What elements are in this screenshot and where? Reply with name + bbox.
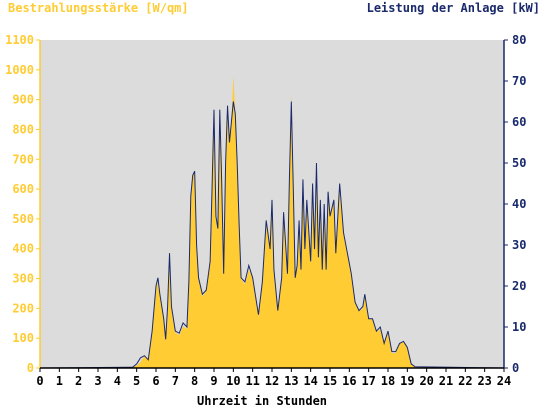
right-tick-label: 70 bbox=[512, 74, 526, 88]
irradiance-area bbox=[40, 75, 504, 368]
left-tick-label: 600 bbox=[12, 182, 34, 196]
x-tick-label: 24 bbox=[497, 374, 511, 388]
right-tick-label: 60 bbox=[512, 115, 526, 129]
x-tick-label: 1 bbox=[56, 374, 63, 388]
x-tick-label: 22 bbox=[458, 374, 472, 388]
x-tick-label: 21 bbox=[439, 374, 453, 388]
x-tick-label: 2 bbox=[75, 374, 82, 388]
left-tick-label: 700 bbox=[12, 152, 34, 166]
left-tick-label: 1100 bbox=[5, 33, 34, 47]
right-tick-label: 10 bbox=[512, 320, 526, 334]
x-tick-label: 6 bbox=[152, 374, 159, 388]
right-tick-label: 20 bbox=[512, 279, 526, 293]
left-tick-label: 800 bbox=[12, 122, 34, 136]
x-tick-label: 9 bbox=[210, 374, 217, 388]
x-tick-label: 20 bbox=[419, 374, 433, 388]
left-tick-label: 900 bbox=[12, 93, 34, 107]
x-tick-label: 11 bbox=[245, 374, 259, 388]
x-tick-label: 19 bbox=[400, 374, 414, 388]
left-tick-label: 300 bbox=[12, 272, 34, 286]
x-axis-label: Uhrzeit in Stunden bbox=[197, 394, 327, 408]
right-tick-label: 50 bbox=[512, 156, 526, 170]
left-axis-title: Bestrahlungsstärke [W/qm] bbox=[8, 1, 189, 15]
x-tick-label: 23 bbox=[477, 374, 491, 388]
x-tick-label: 16 bbox=[342, 374, 356, 388]
left-tick-label: 200 bbox=[12, 301, 34, 315]
left-tick-label: 0 bbox=[27, 361, 34, 375]
x-tick-label: 4 bbox=[114, 374, 121, 388]
right-tick-label: 0 bbox=[512, 361, 519, 375]
x-tick-label: 10 bbox=[226, 374, 240, 388]
x-tick-label: 17 bbox=[361, 374, 375, 388]
x-tick-label: 0 bbox=[36, 374, 43, 388]
right-axis-ticks: 0 10 20 30 40 50 60 70 80 bbox=[504, 33, 526, 375]
x-tick-label: 14 bbox=[303, 374, 317, 388]
right-axis-title: Leistung der Anlage [kW] bbox=[367, 1, 540, 15]
x-tick-label: 3 bbox=[94, 374, 101, 388]
right-tick-label: 30 bbox=[512, 238, 526, 252]
left-tick-label: 100 bbox=[12, 331, 34, 345]
left-tick-label: 500 bbox=[12, 212, 34, 226]
left-tick-label: 1000 bbox=[5, 63, 34, 77]
x-tick-label: 5 bbox=[133, 374, 140, 388]
x-tick-label: 15 bbox=[323, 374, 337, 388]
x-tick-label: 12 bbox=[265, 374, 279, 388]
left-tick-label: 400 bbox=[12, 242, 34, 256]
x-tick-label: 8 bbox=[191, 374, 198, 388]
x-axis-ticks: 0 1 2 3 4 5 6 7 8 9 10 11 12 13 14 15 16 17 18 19 20 21 22 23 24 bbox=[36, 368, 511, 388]
left-axis-ticks: 0 100 200 300 400 500 600 700 800 900 1000 1100 bbox=[5, 33, 40, 375]
x-tick-label: 13 bbox=[284, 374, 298, 388]
right-tick-label: 40 bbox=[512, 197, 526, 211]
power-line bbox=[39, 101, 505, 369]
x-tick-label: 7 bbox=[172, 374, 179, 388]
right-tick-label: 80 bbox=[512, 33, 526, 47]
x-tick-label: 18 bbox=[381, 374, 395, 388]
